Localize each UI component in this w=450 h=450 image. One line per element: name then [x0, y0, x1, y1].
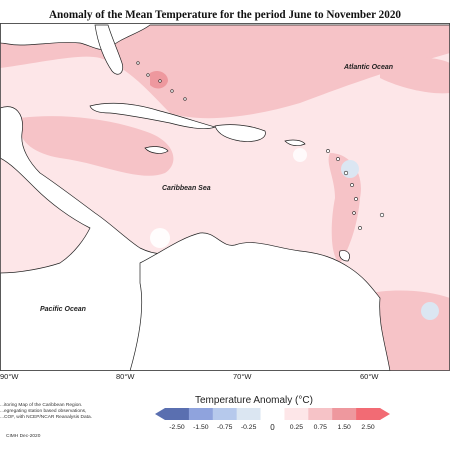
credit-org: CIMH Dec-2020 [6, 434, 41, 439]
legend-tick-label: -0.25 [240, 424, 257, 431]
neutral-spot-colombia-coast [150, 228, 170, 248]
longitude-label-70w: 70°W [233, 372, 252, 381]
legend-tick-label: -1.50 [193, 424, 209, 431]
land-puerto-rico [284, 139, 306, 147]
legend-swatch [188, 408, 214, 420]
legend-title: Temperature Anomaly (°C) [195, 395, 313, 406]
label-atlantic-ocean: Atlantic Ocean [344, 64, 394, 71]
land-florida [94, 24, 124, 75]
legend-tick-label: 0.25 [289, 424, 303, 431]
land-cuba [89, 102, 217, 129]
credit-text: ...itoring Map of the Caribbean Region. … [0, 403, 92, 422]
legend-tick-label: 1.50 [337, 424, 351, 431]
land-south-america [129, 232, 391, 371]
longitude-label-60w: 60°W [360, 372, 379, 381]
legend-tick-label: 0 [270, 423, 275, 432]
neutral-spot-puerto-rico [293, 148, 307, 162]
land-hispaniola [214, 124, 266, 142]
label-caribbean-sea: Caribbean Sea [162, 185, 211, 192]
lesser-antilles-islands [326, 149, 385, 230]
legend-swatch [260, 408, 285, 420]
legend-tick-label: 2.50 [361, 424, 375, 431]
legend-swatch [284, 408, 309, 420]
map-title: Anomaly of the Mean Temperature for the … [48, 9, 402, 21]
legend-swatch [356, 408, 381, 420]
anomaly-zone-lesser-antilles [328, 153, 361, 263]
bahamas-islands [136, 61, 187, 101]
land-trinidad [339, 250, 350, 262]
legend-swatch [332, 408, 357, 420]
legend-swatch [308, 408, 333, 420]
map-canvas [0, 23, 450, 371]
credit-line: ...itoring Map of the Caribbean Region. [0, 403, 83, 408]
legend-swatch [165, 408, 190, 420]
cool-spot-suriname [421, 302, 439, 320]
legend-tick-label: -2.50 [169, 424, 185, 431]
legend-color-bar [155, 408, 390, 420]
legend-tick-label: -0.75 [216, 424, 233, 431]
credit-line: ...egregating station based observations… [0, 409, 87, 415]
credit-line: ...COF, with NCEP/NCAR Reanalysis Data. [0, 415, 92, 421]
longitude-label-90w: 90°W [0, 372, 19, 381]
label-pacific-ocean: Pacific Ocean [40, 306, 86, 313]
anomaly-zone-east-atlantic [380, 57, 450, 94]
anomaly-zone-bahamas-hotspot [150, 70, 168, 89]
longitude-label-80w: 80°W [116, 372, 135, 381]
anomaly-zone-caribbean-north [19, 116, 174, 176]
legend-arrow-high [380, 408, 390, 420]
legend-swatch [212, 408, 237, 420]
legend-arrow-low [155, 408, 165, 420]
legend-tick-label: 0.75 [313, 424, 327, 431]
legend-swatch [236, 408, 261, 420]
land-jamaica [144, 146, 169, 154]
temperature-anomaly-map [0, 23, 450, 371]
cool-spot-guadeloupe [341, 160, 359, 178]
